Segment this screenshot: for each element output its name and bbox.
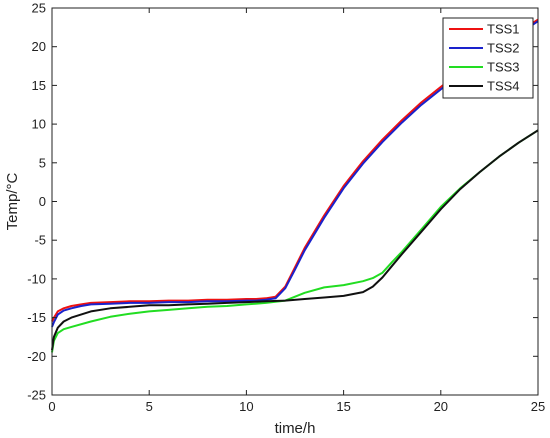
- x-tick-label: 25: [531, 399, 545, 414]
- y-tick-label: 0: [39, 194, 46, 209]
- legend: TSS1 TSS2 TSS3 TSS4: [442, 17, 534, 99]
- x-tick-label: 5: [146, 399, 153, 414]
- y-tick-label: -25: [27, 388, 46, 403]
- x-tick-label: 10: [239, 399, 253, 414]
- y-tick-label: 5: [39, 155, 46, 170]
- y-tick-label: 20: [32, 39, 46, 54]
- y-axis-label: Temp/°C: [4, 172, 21, 230]
- x-axis-label: time/h: [275, 420, 316, 437]
- y-tick-label: -20: [27, 349, 46, 364]
- legend-label: TSS4: [487, 79, 520, 94]
- series-line-tss1: [51, 18, 539, 322]
- y-tick-label: 10: [32, 117, 46, 132]
- y-tick-label: -5: [34, 233, 46, 248]
- legend-label: TSS2: [487, 41, 520, 56]
- x-tick-label: 0: [48, 399, 55, 414]
- ticks: 0 5 10 15 20 25 -25 -20 -15 -10 -5 0 5 10 15 20 25: [27, 1, 545, 415]
- x-tick-label: 20: [434, 399, 448, 414]
- y-tick-label: -15: [27, 310, 46, 325]
- series-line-tss2: [51, 20, 539, 328]
- y-tick-label: 15: [32, 78, 46, 93]
- legend-label: TSS3: [487, 60, 520, 75]
- y-tick-label: 25: [32, 1, 46, 16]
- y-tick-label: -10: [27, 271, 46, 286]
- series-line-tss4: [51, 129, 539, 351]
- legend-label: TSS1: [487, 22, 520, 37]
- series-lines: [51, 18, 539, 353]
- legend-box: [442, 17, 534, 99]
- x-tick-label: 15: [336, 399, 350, 414]
